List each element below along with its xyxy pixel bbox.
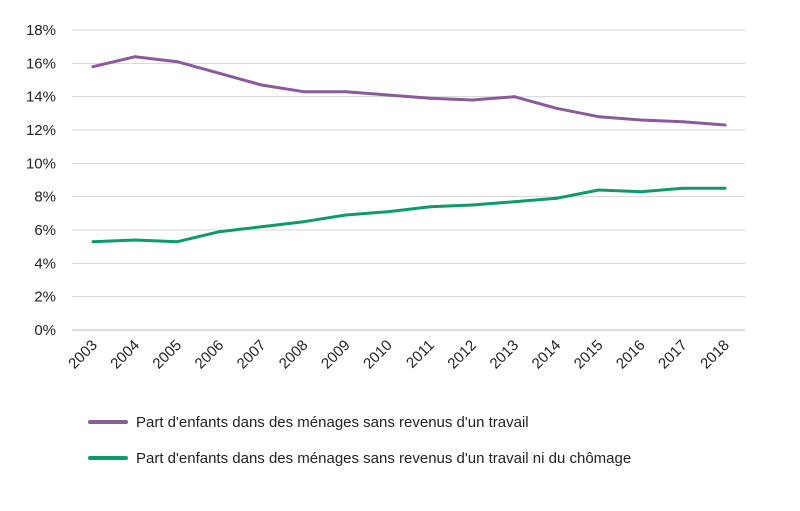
legend-label-series-1: Part d'enfants dans des ménages sans rev… — [136, 413, 529, 431]
data-point-series-1-2006 — [218, 71, 221, 75]
legend-item-series-1: Part d'enfants dans des ménages sans rev… — [88, 404, 631, 440]
data-point-series-2-2010 — [386, 210, 390, 214]
data-point-series-2-2014 — [555, 196, 558, 200]
data-point-series-1-2010 — [386, 93, 390, 97]
series-line-1 — [91, 55, 727, 127]
x-tick-label-2008: 2008 — [276, 337, 312, 373]
data-point-series-1-2014 — [555, 106, 558, 110]
x-tick-label-2003: 2003 — [65, 337, 101, 373]
y-tick-label-1: 2% — [34, 289, 56, 306]
data-point-series-2-2018 — [723, 186, 727, 190]
x-tick-label-2018: 2018 — [697, 337, 733, 373]
y-tick-label-2: 4% — [34, 255, 56, 272]
y-tick-label-8: 16% — [26, 55, 56, 72]
x-tick-label-2007: 2007 — [234, 337, 270, 373]
data-point-series-2-2006 — [218, 230, 221, 234]
x-tick-label-2010: 2010 — [360, 337, 396, 373]
data-point-series-1-2004 — [133, 55, 137, 59]
data-point-series-2-2009 — [344, 213, 348, 217]
data-point-series-2-2005 — [175, 240, 179, 244]
y-tick-label-6: 12% — [26, 122, 56, 139]
x-tick-label-2015: 2015 — [571, 337, 607, 373]
y-tick-label-3: 6% — [34, 222, 56, 239]
data-point-series-2-2015 — [597, 188, 600, 192]
data-point-series-1-2013 — [512, 95, 516, 99]
x-tick-label-2005: 2005 — [149, 337, 185, 373]
x-tick-label-2012: 2012 — [444, 337, 480, 373]
x-tick-label-2004: 2004 — [107, 337, 143, 373]
data-point-series-2-2012 — [470, 203, 474, 207]
legend: Part d'enfants dans des ménages sans rev… — [88, 404, 631, 476]
x-tick-label-2009: 2009 — [318, 337, 354, 373]
data-point-series-1-2016 — [639, 118, 643, 122]
data-point-series-2-2013 — [512, 200, 516, 204]
data-point-series-1-2007 — [260, 83, 263, 87]
data-point-series-2-2003 — [91, 240, 95, 244]
data-point-series-1-2009 — [344, 90, 348, 94]
data-point-series-2-2007 — [260, 225, 263, 229]
data-point-series-2-2017 — [681, 186, 685, 190]
data-point-series-2-2011 — [428, 205, 432, 209]
x-tick-label-2006: 2006 — [192, 337, 228, 373]
data-point-series-1-2018 — [723, 123, 727, 127]
legend-item-series-2: Part d'enfants dans des ménages sans rev… — [88, 440, 631, 476]
x-tick-label-2014: 2014 — [529, 337, 565, 373]
data-point-series-1-2017 — [681, 120, 685, 124]
data-point-series-2-2008 — [302, 220, 306, 224]
data-point-series-1-2012 — [470, 98, 474, 102]
x-tick-label-2013: 2013 — [487, 337, 523, 373]
data-point-series-1-2008 — [302, 90, 306, 94]
data-point-series-1-2015 — [597, 115, 600, 119]
data-point-series-1-2005 — [175, 60, 179, 64]
legend-label-series-2: Part d'enfants dans des ménages sans rev… — [136, 449, 632, 467]
line-chart: 0%2%4%6%8%10%12%14%16%18%2003 2004 2005 200… — [26, 22, 745, 373]
y-tick-label-0: 0% — [34, 322, 56, 339]
y-tick-label-4: 8% — [34, 189, 56, 206]
x-tick-label-2017: 2017 — [655, 337, 691, 373]
legend-swatch-series-1 — [88, 420, 128, 424]
data-point-series-1-2003 — [91, 65, 95, 69]
data-point-series-1-2011 — [428, 96, 432, 100]
data-point-series-2-2004 — [133, 238, 137, 242]
x-tick-label-2016: 2016 — [613, 337, 649, 373]
y-tick-label-9: 18% — [26, 22, 56, 39]
x-tick-label-2011: 2011 — [403, 337, 438, 372]
y-tick-label-5: 10% — [26, 155, 56, 172]
y-tick-label-7: 14% — [26, 89, 56, 106]
data-point-series-2-2016 — [639, 190, 643, 194]
legend-swatch-series-2 — [88, 456, 128, 460]
series-line-2 — [91, 186, 727, 244]
